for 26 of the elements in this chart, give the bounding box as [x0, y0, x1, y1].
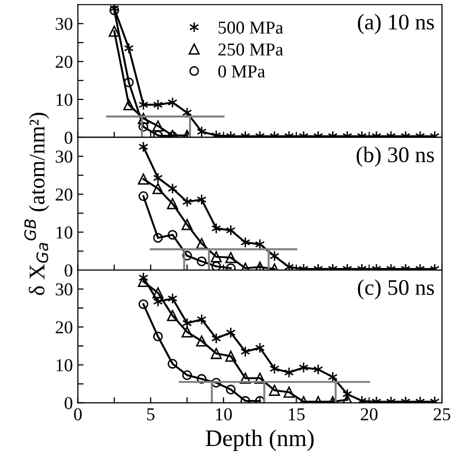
x-axis-title: Depth (nm) [206, 430, 314, 452]
legend-label: 250 MPa [218, 43, 284, 56]
x-tick-label: 10 [216, 408, 232, 420]
y-tick-label: 0 [64, 264, 72, 277]
y-tick-label: 10 [56, 359, 72, 372]
y-tick-label: 10 [56, 226, 72, 239]
y-tick-label: 0 [64, 132, 72, 144]
y-tick-label: 0 [64, 397, 72, 410]
y-tick-label: 20 [56, 188, 72, 201]
y-axis-title: δ X$_{Ga}$$^{GB}$ (atom/nm²) [24, 112, 50, 295]
y-tick-label: 20 [56, 56, 72, 68]
y-tick-label: 20 [56, 321, 72, 334]
legend-label: 0 MPa [218, 65, 266, 78]
chart-title: (b) 30 ns [356, 146, 434, 167]
x-tick-label: 5 [147, 408, 154, 420]
chart-title: (a) 10 ns [358, 14, 434, 34]
legend-label: 500 MPa [218, 22, 284, 34]
y-tick-label: 30 [56, 150, 72, 163]
y-tick-label: 30 [56, 18, 72, 30]
x-tick-label: 0 [74, 408, 82, 420]
x-tick-label: 25 [434, 408, 450, 420]
x-tick-label: 15 [288, 408, 305, 420]
y-tick-label: 30 [56, 283, 72, 296]
chart-title: (c) 50 ns [358, 279, 434, 300]
x-tick-label: 20 [360, 408, 378, 420]
y-tick-label: 10 [56, 94, 72, 106]
